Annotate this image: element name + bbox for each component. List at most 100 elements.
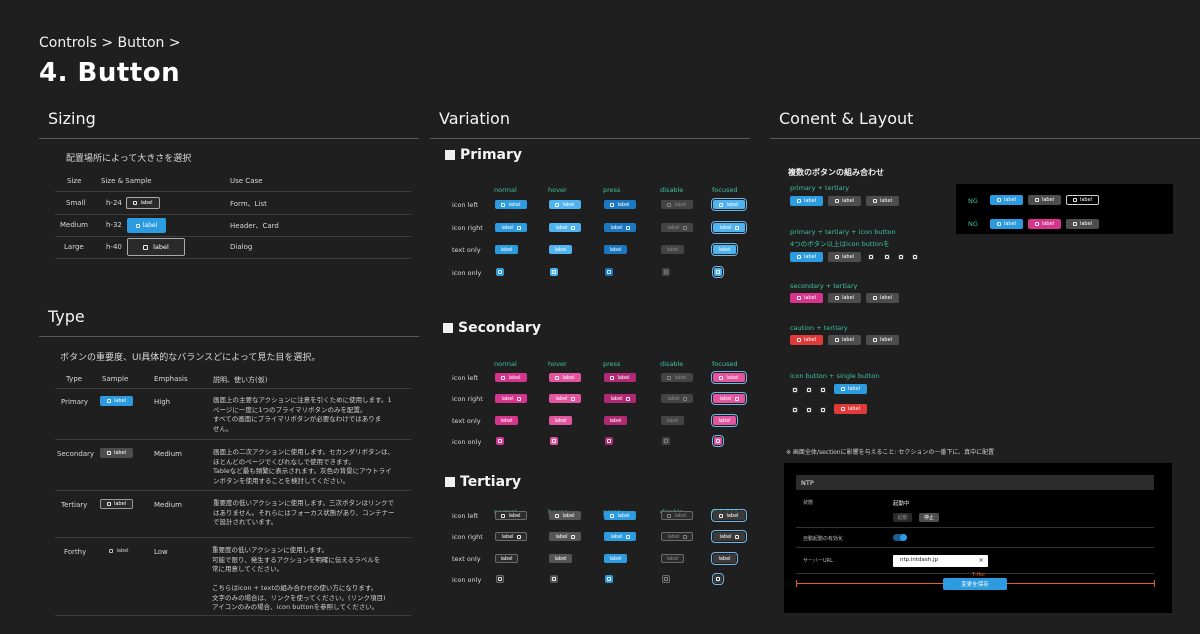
variation-secondary-text-only-hover-button[interactable]: label [549,416,572,425]
variation-primary-icon-right-disable-button[interactable]: label [661,223,693,232]
variation-tertiary-icon-only-focused-button[interactable] [712,573,724,585]
variation-primary-icon-only-hover-button[interactable] [550,268,558,276]
type-tertiary-sample-button[interactable]: label [100,499,133,509]
combo2-tertiary-button[interactable]: label [828,252,861,262]
variation-secondary-text-only-normal-button[interactable]: label [495,416,518,425]
ng1-tertiary-button[interactable]: label [1028,195,1061,205]
combo5b-icon-button-2[interactable] [806,407,812,413]
variation-tertiary-icon-only-press-button[interactable] [605,575,613,583]
variation-tertiary-text-only-disable-button[interactable]: label [661,554,684,563]
variation-tertiary-icon-left-press-button[interactable]: label [604,511,636,520]
combo5-icon-button-2[interactable] [806,387,812,393]
variation-tertiary-icon-left-disable-button[interactable]: label [661,511,693,520]
variation-secondary-icon-only-focused-button[interactable] [712,435,724,447]
variation-tertiary-icon-only-normal-button[interactable] [496,575,504,583]
sizing-sample-medium-button[interactable]: label [127,218,166,233]
variation-secondary-icon-right-hover-button[interactable]: label [549,394,581,403]
combo5-icon-button-3[interactable] [820,387,826,393]
ntp-start-button[interactable]: 起動 [893,513,912,522]
combo3-tertiary-button[interactable]: label [828,293,861,303]
combo1-tertiary-button-2[interactable]: label [866,196,899,206]
type-secondary-sample-button[interactable]: label [100,448,133,458]
variation-tertiary-text-only-focused-button[interactable]: label [711,552,738,565]
variation-secondary-icon-only-disable-button[interactable] [662,437,670,445]
variation-primary-icon-right-normal-button[interactable]: label [495,223,527,232]
variation-tertiary-text-only-normal-button[interactable]: label [495,554,518,563]
combo5b-icon-button-1[interactable] [792,407,798,413]
variation-secondary-icon-right-press-button[interactable]: label [604,394,636,403]
variation-secondary-text-only-press-button[interactable]: label [604,416,627,425]
ng2-primary-button[interactable]: label [990,219,1023,229]
combo5b-caution-button[interactable]: label [834,404,867,414]
combo5-icon-button-1[interactable] [792,387,798,393]
ntp-save-button[interactable]: 変更を保存 [943,578,1007,590]
variation-primary-icon-right-focused-button[interactable]: label [711,221,747,234]
ng1-outline-button[interactable]: label [1066,195,1099,205]
variation-primary-icon-only-focused-button[interactable] [712,266,724,278]
ng2-tertiary-button[interactable]: label [1066,219,1099,229]
sizing-sample-large-button[interactable]: label [127,238,185,256]
variation-secondary-text-only-focused-button[interactable]: label [711,414,738,427]
combo2-primary-button[interactable]: label [790,252,823,262]
variation-tertiary-icon-only-hover-button[interactable] [550,575,558,583]
variation-secondary-icon-only-press-button[interactable] [605,437,613,445]
variation-tertiary-icon-right-hover-button[interactable]: label [549,532,581,541]
variation-primary-text-only-hover-button[interactable]: label [549,245,572,254]
clear-icon[interactable]: × [978,556,984,564]
combo4-caution-button[interactable]: label [790,335,823,345]
variation-secondary-icon-right-normal-button[interactable]: label [495,394,527,403]
variation-primary-text-only-normal-button[interactable]: label [495,245,518,254]
variation-secondary-icon-left-normal-button[interactable]: label [495,373,527,382]
ntp-auto-toggle[interactable] [893,534,907,541]
variation-primary-icon-only-press-button[interactable] [605,268,613,276]
combo2-icon-button-2[interactable] [884,254,890,260]
variation-primary-icon-only-normal-button[interactable] [496,268,504,276]
combo1-tertiary-button[interactable]: label [828,196,861,206]
variation-secondary-icon-left-press-button[interactable]: label [604,373,636,382]
ntp-server-input[interactable]: ntp.intdash.jp × [893,555,988,567]
variation-secondary-icon-only-normal-button[interactable] [496,437,504,445]
combo2-icon-button-4[interactable] [912,254,918,260]
combo2-icon-button-1[interactable] [868,254,874,260]
variation-tertiary-icon-only-disable-button[interactable] [662,575,670,583]
combo3-tertiary-button-2[interactable]: label [866,293,899,303]
variation-primary-text-only-focused-button[interactable]: label [711,243,738,256]
combo5b-icon-button-3[interactable] [820,407,826,413]
variation-primary-icon-only-disable-button[interactable] [662,268,670,276]
variation-tertiary-text-only-press-button[interactable]: label [604,554,627,563]
variation-primary-icon-right-hover-button[interactable]: label [549,223,581,232]
variation-tertiary-icon-right-disable-button[interactable]: label [661,532,693,541]
variation-tertiary-icon-right-focused-button[interactable]: label [711,530,747,543]
variation-primary-icon-left-normal-button[interactable]: label [495,200,527,209]
variation-primary-icon-left-press-button[interactable]: label [604,200,636,209]
combo3-secondary-button[interactable]: label [790,293,823,303]
ng1-primary-button[interactable]: label [990,195,1023,205]
variation-primary-icon-left-disable-button[interactable]: label [661,200,693,209]
variation-primary-icon-right-press-button[interactable]: label [604,223,636,232]
variation-primary-text-only-press-button[interactable]: label [604,245,627,254]
combo1-primary-button[interactable]: label [790,196,823,206]
ntp-stop-button[interactable]: 停止 [919,513,939,522]
combo2-icon-button-3[interactable] [898,254,904,260]
variation-tertiary-icon-right-press-button[interactable]: label [604,532,636,541]
variation-primary-text-only-disable-button[interactable]: label [661,245,684,254]
combo5-primary-button[interactable]: label [834,384,867,394]
variation-primary-icon-left-hover-button[interactable]: label [549,200,581,209]
sizing-sample-small-button[interactable]: label [126,197,160,209]
ng2-secondary-button[interactable]: label [1028,219,1061,229]
combo4-tertiary-button[interactable]: label [828,335,861,345]
type-forthy-sample-button[interactable]: label [104,546,134,556]
variation-secondary-icon-left-focused-button[interactable]: label [711,371,747,384]
variation-primary-icon-left-focused-button[interactable]: label [711,198,747,211]
variation-secondary-icon-left-hover-button[interactable]: label [549,373,581,382]
variation-tertiary-text-only-hover-button[interactable]: label [549,554,572,563]
type-primary-sample-button[interactable]: label [100,396,133,406]
variation-secondary-text-only-disable-button[interactable]: label [661,416,684,425]
variation-tertiary-icon-right-normal-button[interactable]: label [495,532,527,541]
variation-tertiary-icon-left-hover-button[interactable]: label [549,511,581,520]
variation-secondary-icon-right-focused-button[interactable]: label [711,392,747,405]
variation-tertiary-icon-left-normal-button[interactable]: label [495,511,527,520]
variation-tertiary-icon-left-focused-button[interactable]: label [711,509,747,522]
variation-secondary-icon-only-hover-button[interactable] [550,437,558,445]
combo4-tertiary-button-2[interactable]: label [866,335,899,345]
